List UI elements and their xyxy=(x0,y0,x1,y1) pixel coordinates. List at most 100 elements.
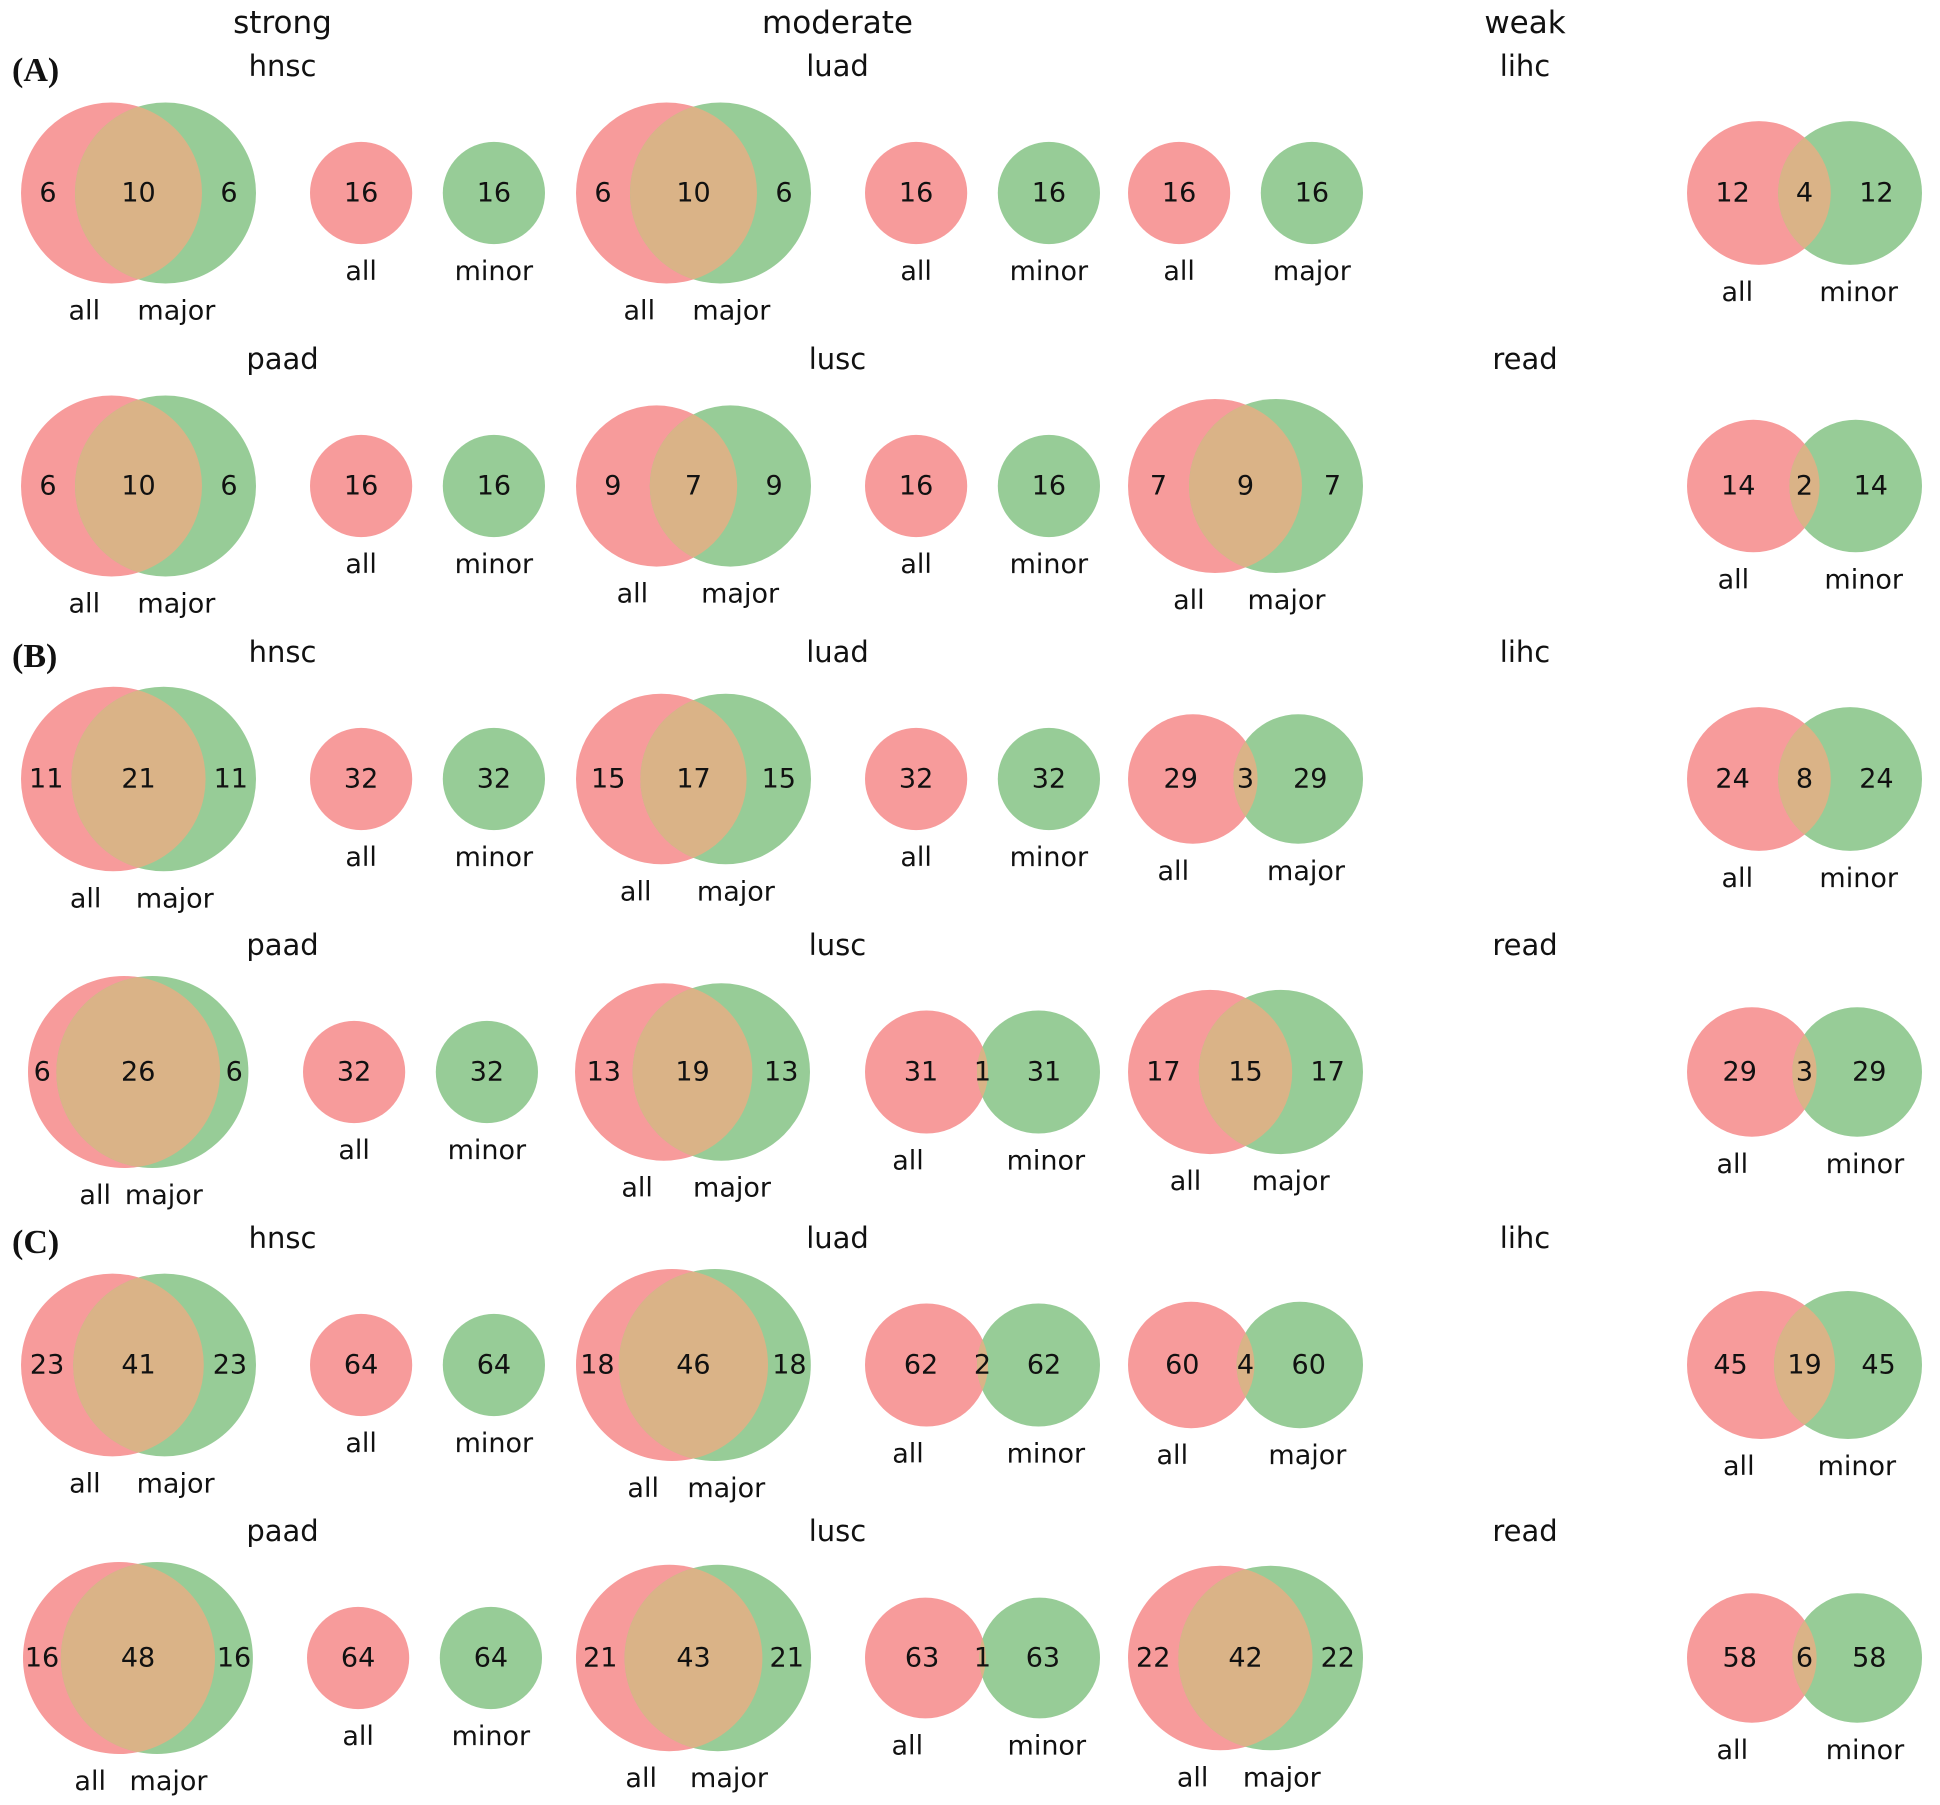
venn-all-major: 23 41 23 all major xyxy=(20,1273,256,1499)
venn-cell-luad: luad 6 10 6 all major 16 16 all minor xyxy=(565,46,1110,339)
set-circle-all xyxy=(865,1010,988,1133)
set-label-all: all xyxy=(79,1180,111,1211)
set-label-all: all xyxy=(616,578,648,609)
set-circle-all xyxy=(864,1303,988,1426)
venn-pair: 60 4 60 all major 45 19 45 all minor xyxy=(1110,1258,1940,1511)
left-count: 23 xyxy=(29,1349,63,1380)
left-count: 16 xyxy=(898,470,932,501)
right-count: 24 xyxy=(1859,763,1893,794)
venn-all-major: 6 10 6 all major xyxy=(575,102,811,326)
right-count: 32 xyxy=(1031,763,1065,794)
venn-cell-lihc: lihc 60 4 60 all major 45 19 45 all minor xyxy=(1110,1218,1940,1511)
set-label-all: all xyxy=(68,295,100,326)
right-count: 16 xyxy=(476,177,510,208)
set-circle-minor xyxy=(442,141,545,244)
cancer-type-title: lusc xyxy=(808,928,867,962)
set-label-major: major xyxy=(1267,855,1346,886)
left-count: 32 xyxy=(343,763,377,794)
set-circle-all xyxy=(309,434,412,537)
left-count: 11 xyxy=(29,763,63,794)
cancer-type-title: hnsc xyxy=(248,635,317,669)
panel-row: paad 6 10 6 all major 16 16 all minor lusc 9 7 9 all ma… xyxy=(0,339,1940,632)
venn-all-minor: 62 2 62 all minor xyxy=(864,1303,1100,1469)
set-label-all: all xyxy=(1722,862,1754,893)
cancer-type-title: luad xyxy=(806,49,869,83)
right-count: 11 xyxy=(213,763,247,794)
column-header-weak: weak xyxy=(1484,4,1566,41)
venn-all-major: 29 3 29 all major xyxy=(1128,713,1363,886)
set-label-minor: minor xyxy=(1819,276,1898,307)
overlap-region xyxy=(74,102,202,283)
set-circle-major xyxy=(1233,713,1363,844)
venn-pair: 16 48 16 all major 64 64 all minor xyxy=(0,1551,565,1804)
set-label-all: all xyxy=(1723,1451,1755,1482)
venn-all-major: 6 10 6 all major xyxy=(20,102,256,326)
overlap-region xyxy=(1774,1290,1835,1439)
set-circle-major xyxy=(1236,1301,1363,1428)
cancer-type-title: paad xyxy=(246,342,319,376)
set-circle-minor xyxy=(997,141,1100,244)
right-count: 7 xyxy=(1324,470,1341,501)
overlap-count: 1 xyxy=(974,1056,991,1087)
venn-cell-lusc: lusc 21 43 21 all major 63 1 63 all minor xyxy=(565,1511,1110,1804)
set-label-all: all xyxy=(1163,256,1195,287)
set-label-major: major xyxy=(696,876,775,907)
cancer-type-title: read xyxy=(1492,928,1558,962)
set-label-minor: minor xyxy=(454,842,533,873)
right-count: 9 xyxy=(765,470,782,501)
overlap-region xyxy=(72,1273,204,1456)
cancer-type-title: paad xyxy=(246,928,319,962)
cancer-type-title: hnsc xyxy=(248,1221,317,1255)
column-header-moderate: moderate xyxy=(762,4,913,41)
set-label-major: major xyxy=(1252,1166,1331,1197)
set-label-all: all xyxy=(1722,276,1754,307)
set-label-major: major xyxy=(687,1473,766,1504)
right-count: 45 xyxy=(1861,1349,1895,1380)
venn-pair: 23 41 23 all major 64 64 all minor xyxy=(0,1258,565,1511)
cancer-type-title: lihc xyxy=(1499,1221,1551,1255)
left-count: 15 xyxy=(591,763,625,794)
set-label-all: all xyxy=(619,876,651,907)
set-label-all: all xyxy=(900,842,932,873)
venn-cell-luad: luad 15 17 15 all major 32 32 all minor xyxy=(565,632,1110,925)
set-label-all: all xyxy=(623,295,655,326)
venn-all-minor: 63 1 63 all minor xyxy=(864,1597,1100,1761)
venn-all-major: 16 48 16 all major xyxy=(23,1561,253,1797)
left-count: 63 xyxy=(904,1642,938,1673)
set-label-all: all xyxy=(345,549,377,580)
set-label-minor: minor xyxy=(1826,1148,1905,1179)
venn-all-minor: 32 32 all minor xyxy=(302,1020,538,1166)
left-count: 29 xyxy=(1164,763,1198,794)
overlap-count: 10 xyxy=(121,177,155,208)
right-count: 16 xyxy=(1031,470,1065,501)
venn-pair: 21 43 21 all major 63 1 63 all minor xyxy=(565,1551,1110,1804)
set-circle-minor xyxy=(997,727,1100,830)
venn-all-major: 13 19 13 all major xyxy=(575,982,810,1203)
set-label-all: all xyxy=(900,256,932,287)
overlap-count: 19 xyxy=(1787,1349,1821,1380)
venn-cell-paad: paad 6 10 6 all major 16 16 all minor xyxy=(0,339,565,632)
set-label-all: all xyxy=(1717,1734,1749,1765)
overlap-count: 42 xyxy=(1228,1642,1262,1673)
set-label-minor: minor xyxy=(454,256,533,287)
overlap-count: 10 xyxy=(121,470,155,501)
set-label-all: all xyxy=(1177,1762,1209,1793)
left-count: 16 xyxy=(343,470,377,501)
venn-all-major: 16 16 all major xyxy=(1128,141,1363,287)
cancer-type-title: lihc xyxy=(1499,49,1551,83)
left-count: 7 xyxy=(1150,470,1167,501)
venn-pair: 7 9 7 all major 14 2 14 all minor xyxy=(1110,379,1940,632)
left-count: 64 xyxy=(343,1349,377,1380)
set-circle-all xyxy=(307,1606,410,1709)
set-circle-minor xyxy=(997,434,1100,537)
set-circle-major xyxy=(1260,141,1363,244)
set-label-minor: minor xyxy=(452,1721,531,1752)
set-label-all: all xyxy=(1173,585,1205,616)
right-count: 14 xyxy=(1854,470,1888,501)
set-label-all: all xyxy=(1158,855,1190,886)
set-circle-all xyxy=(864,434,967,537)
venn-pair: 15 17 15 all major 32 32 all minor xyxy=(565,672,1110,925)
right-count: 16 xyxy=(476,470,510,501)
set-label-all: all xyxy=(1717,1148,1749,1179)
